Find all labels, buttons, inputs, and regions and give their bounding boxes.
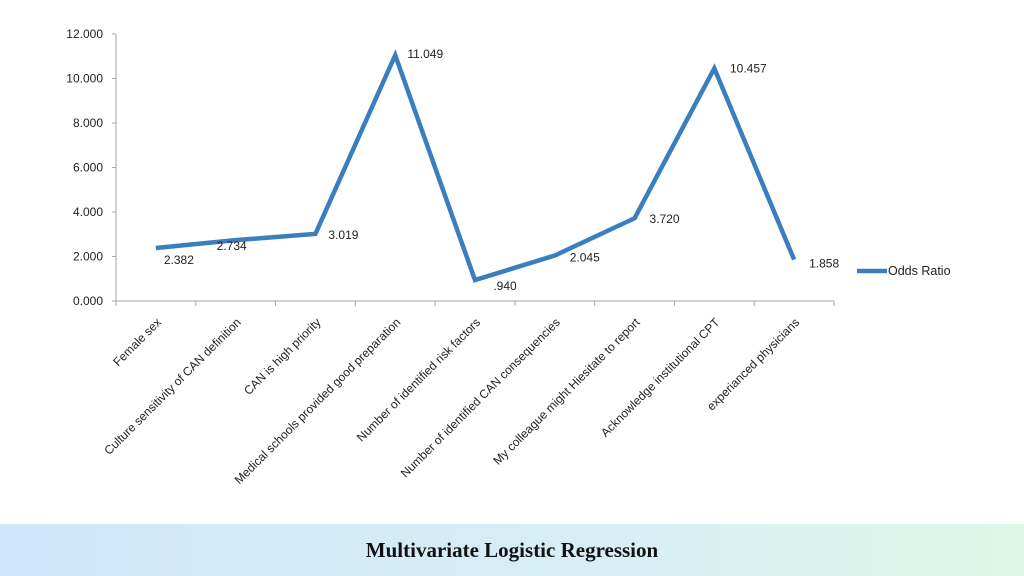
data-label: 3.720 <box>650 212 680 226</box>
y-tick-label: 6.000 <box>73 161 103 175</box>
y-tick-label: 10.000 <box>66 72 103 86</box>
footer-title: Multivariate Logistic Regression <box>365 537 659 562</box>
x-tick-label: CAN is high priority <box>241 315 324 398</box>
x-tick-label: Culture sensitivity of CAN definition <box>101 315 243 457</box>
x-tick-label: Medical schools provided good preparatio… <box>232 315 404 487</box>
legend-label: Odds Ratio <box>888 264 951 278</box>
y-tick-label: 0.000 <box>73 294 103 308</box>
data-label: 2.045 <box>570 250 600 264</box>
series-line-odds-ratio <box>155 49 797 283</box>
data-label: 2.734 <box>217 239 247 253</box>
y-tick-label: 2.000 <box>73 250 103 264</box>
x-tick-label: Female sex <box>110 315 164 369</box>
data-label: 2.382 <box>164 253 194 267</box>
y-tick-label: 8.000 <box>73 116 103 130</box>
data-label: 3.019 <box>328 228 358 242</box>
footer-banner: Multivariate Logistic Regression <box>0 524 1024 576</box>
y-tick-label: 4.000 <box>73 205 103 219</box>
data-label: .940 <box>493 279 517 293</box>
data-label: 1.858 <box>809 257 839 271</box>
y-tick-label: 12.000 <box>66 27 103 41</box>
x-tick-label: Number of identified CAN consequencies <box>398 315 563 480</box>
data-label: 11.049 <box>407 47 443 61</box>
line-chart: 0.000 2.000 4.000 6.000 8.000 10.000 12.000 Fem… <box>66 27 951 487</box>
x-tick-label: My colleague might Hiesitate to report <box>490 315 643 468</box>
data-label: 10.457 <box>730 61 767 75</box>
x-tick-label: experianced physicians <box>704 315 802 413</box>
